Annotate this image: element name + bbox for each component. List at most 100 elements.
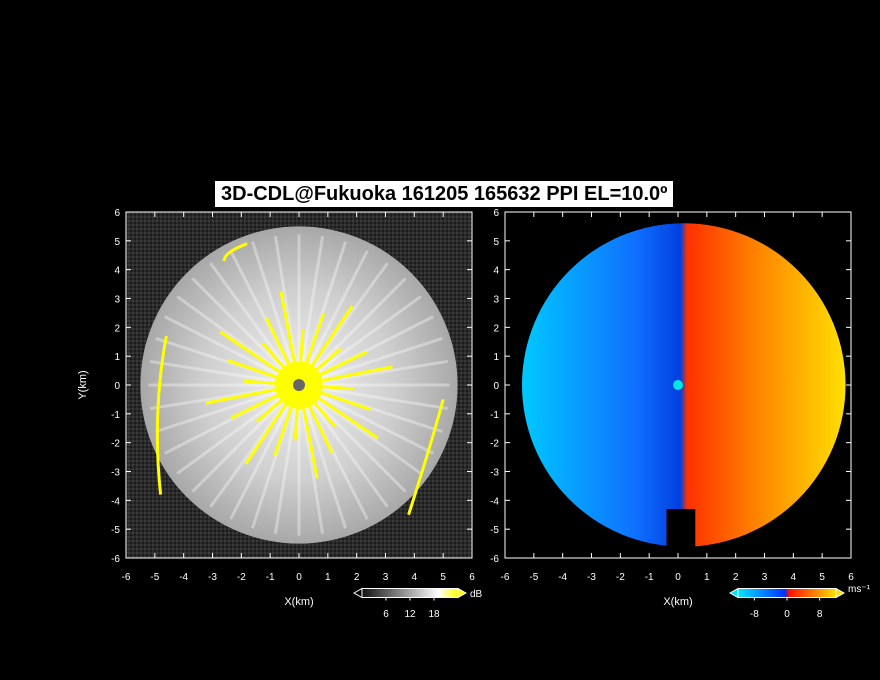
y-tick-label: -1 <box>111 410 120 421</box>
x-tick-label: -4 <box>558 572 567 583</box>
y-tick-label: 2 <box>493 323 499 334</box>
x-tick-label: 6 <box>848 572 854 583</box>
y-tick-label: -5 <box>111 525 120 536</box>
x-tick-label: 0 <box>675 572 681 583</box>
x-tick-label: 2 <box>733 572 739 583</box>
radial-ray <box>297 384 347 529</box>
y-tick-label: 5 <box>493 237 499 248</box>
radial-ray <box>297 383 407 493</box>
x-tick-label: -2 <box>616 572 625 583</box>
x-tick-label: -1 <box>266 572 275 583</box>
y-tick-label: 4 <box>493 266 499 277</box>
colorbar-high-arrow <box>835 587 846 599</box>
radial-ray <box>298 295 422 387</box>
x-tick-label: 3 <box>762 572 768 583</box>
y-tick-label: -2 <box>111 439 120 450</box>
y-tick-label: -2 <box>490 439 499 450</box>
colorbar-tick-label: -8 <box>750 609 759 620</box>
radial-ray <box>298 337 443 387</box>
x-tick-label: 4 <box>791 572 797 583</box>
colorbar-unit: ms⁻¹ <box>848 584 871 595</box>
panel-reflectivity: -6 -5 -4 -3 -2 -1 0 1 2 3 4 5 6-6-5-4-3-2-10123456X(… <box>77 208 483 620</box>
radial-ray <box>191 383 301 493</box>
x-tick-label: 2 <box>354 572 360 583</box>
edge-echo <box>155 335 168 495</box>
x-tick-label: 5 <box>819 572 825 583</box>
x-tick-label: 6 <box>469 572 475 583</box>
y-tick-label: 0 <box>114 381 120 392</box>
radial-ray <box>297 235 325 386</box>
radial-ray <box>176 383 300 475</box>
panel-doppler-velocity: -6 -5 -4 -3 -2 -1 0 1 2 3 4 5 6 -6 -5 -4 -3 -2 -1 0 1 2 3 4 5 6 X(… <box>490 208 871 620</box>
edge-echo <box>407 399 445 516</box>
radial-ray <box>298 383 449 411</box>
colorbar-bar <box>361 588 459 598</box>
y-tick-label: -1 <box>490 410 499 421</box>
x-axis-label: X(km) <box>284 596 313 608</box>
x-tick-label: 4 <box>412 572 418 583</box>
radar-site <box>293 379 305 391</box>
x-tick-label: -4 <box>179 572 188 583</box>
colorbar: 6 12 18 dB <box>352 587 483 620</box>
radial-ray <box>298 383 434 455</box>
y-axis-label: Y(km) <box>77 370 89 399</box>
y-tick-label: 1 <box>114 352 120 363</box>
x-tick-label: -3 <box>587 572 596 583</box>
y-tick-label: -4 <box>111 496 120 507</box>
colorbar-tick-label: 8 <box>817 609 823 620</box>
colorbar-tick-label: 12 <box>404 609 416 620</box>
y-tick-label: 6 <box>114 208 120 219</box>
radial-ray <box>164 315 300 387</box>
x-tick-label: 5 <box>440 572 446 583</box>
y-tick-label: 2 <box>114 323 120 334</box>
radial-ray <box>273 384 301 535</box>
y-tick-label: 5 <box>114 237 120 248</box>
y-tick-label: 3 <box>114 295 120 306</box>
x-tick-label: 1 <box>704 572 710 583</box>
colorbar-bar <box>737 588 837 598</box>
colorbar-high-arrow <box>457 587 468 599</box>
radial-ray <box>191 277 301 387</box>
blocked-sector <box>666 508 696 558</box>
x-tick-label: -5 <box>150 572 159 583</box>
radial-ray <box>155 383 300 433</box>
radial-ray <box>251 241 301 386</box>
y-tick-label: 3 <box>493 295 499 306</box>
y-tick-label: -6 <box>490 554 499 565</box>
colorbar-tick-label: 6 <box>383 609 389 620</box>
radial-ray <box>149 359 300 387</box>
y-tick-label: 1 <box>493 352 499 363</box>
colorbar-low-arrow <box>352 587 363 599</box>
x-tick-label: -5 <box>529 572 538 583</box>
chart-title: 3D-CDL@Fukuoka 161205 165632 PPI EL=10.0… <box>215 181 674 207</box>
radial-ray <box>297 250 369 386</box>
y-tick-label: -3 <box>490 468 499 479</box>
x-tick-label: -3 <box>208 572 217 583</box>
x-tick-label: 1 <box>325 572 331 583</box>
y-tick-label: 0 <box>493 381 499 392</box>
velocity-disc <box>522 223 846 547</box>
radial-ray <box>209 262 301 386</box>
colorbar-tick-label: 0 <box>784 609 790 620</box>
y-tick-label: -4 <box>490 496 499 507</box>
colorbar: -8 0 8 ms⁻¹ <box>728 584 871 620</box>
radar-site <box>673 380 683 390</box>
edge-echo <box>222 242 248 262</box>
x-tick-label: 3 <box>383 572 389 583</box>
y-tick-label: -6 <box>111 554 120 565</box>
x-tick-label: -6 <box>501 572 510 583</box>
radial-ray <box>297 384 389 508</box>
x-tick-label: 0 <box>296 572 302 583</box>
y-tick-label: 4 <box>114 266 120 277</box>
radial-ray <box>297 277 407 387</box>
colorbar-low-arrow <box>728 587 739 599</box>
y-tick-label: -3 <box>111 468 120 479</box>
radial-ray <box>229 384 301 520</box>
x-tick-label: -2 <box>237 572 246 583</box>
colorbar-tick-label: 18 <box>428 609 440 620</box>
x-tick-label: -6 <box>122 572 131 583</box>
x-axis-label: X(km) <box>663 596 692 608</box>
x-tick-label: -1 <box>645 572 654 583</box>
colorbar-unit: dB <box>470 589 483 600</box>
